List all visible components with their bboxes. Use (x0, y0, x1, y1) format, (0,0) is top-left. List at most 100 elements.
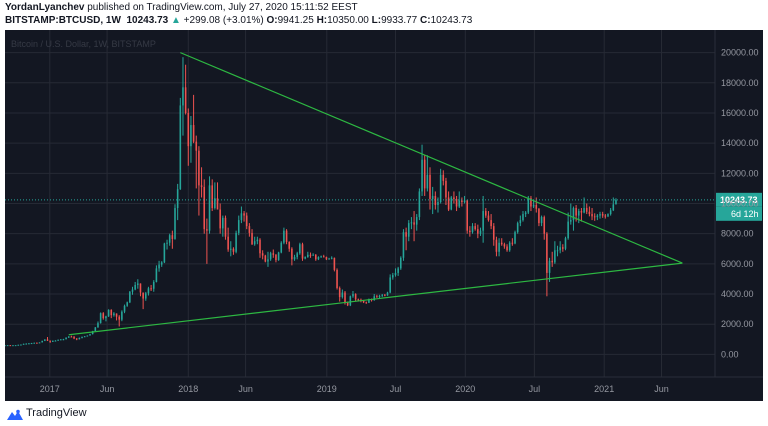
candle-body (352, 294, 354, 297)
candle-body (471, 226, 474, 233)
candle-body (527, 198, 530, 213)
candle-body (522, 214, 524, 221)
candle-body (211, 185, 213, 209)
candle-body (49, 340, 51, 342)
candle-body (81, 336, 83, 338)
price-label: 10243.73 (720, 195, 758, 205)
y-tick-label: 12000.00 (721, 168, 759, 178)
candle-body (378, 295, 381, 298)
publish-info: published on TradingView.com, July 27, 2… (84, 2, 358, 13)
candle-body (503, 244, 506, 247)
y-axis[interactable]: 0.00 2000.00 4000.00 6000.00 8000.00 10000.00… (714, 30, 759, 377)
candle-body (206, 229, 208, 231)
price-change: +299.08 (+3.01%) (183, 15, 264, 26)
candle-body (466, 200, 468, 231)
candle-body (102, 313, 105, 319)
candle-body (399, 257, 402, 269)
candle-body (272, 253, 275, 255)
candle-body (344, 292, 346, 303)
candle-body (283, 230, 285, 243)
candle-body (301, 244, 304, 259)
candle-body (583, 208, 585, 213)
chart-area[interactable]: 10243.73 6d 12h 0.00 2000.00 4000.00 6000.00… (4, 30, 763, 401)
candle-body (415, 217, 418, 225)
candle-body (229, 248, 232, 250)
candle-body (492, 226, 495, 240)
candle-body (73, 336, 75, 339)
candle-body (22, 343, 25, 345)
candle-body (349, 296, 352, 306)
candle-body (99, 313, 102, 324)
x-axis[interactable]: 2017 Jun 2018 Jun 2019 Jul 2020 Jul 2021 Jun (5, 376, 763, 394)
x-tick-label: Jun (238, 384, 253, 394)
candle-body (599, 214, 601, 216)
candle-body (338, 287, 341, 298)
candle-body (224, 217, 227, 237)
candle-body (288, 241, 291, 249)
footer: TradingView (0, 401, 768, 426)
candle-body (259, 239, 261, 254)
candle-body (431, 195, 434, 199)
trendlines[interactable] (68, 52, 683, 336)
candle-body (46, 339, 49, 341)
candle-body (240, 213, 243, 221)
candle-body (33, 342, 36, 344)
candle-body (52, 340, 54, 342)
brand-name[interactable]: TradingView (26, 407, 87, 419)
candle-body (214, 198, 216, 209)
candle-body (137, 283, 139, 285)
candle-body (567, 221, 569, 239)
candle-body (89, 334, 91, 336)
countdown-label: 6d 12h (731, 209, 759, 219)
candle-body (304, 257, 306, 259)
candle-body (78, 337, 81, 340)
candle-body (115, 313, 118, 317)
candle-body (160, 262, 163, 265)
up-triangle-icon: ▲ (170, 15, 181, 26)
candle-body (439, 174, 442, 202)
candle-body (168, 235, 171, 243)
candle-body (484, 211, 487, 216)
candle-body (524, 212, 527, 215)
high-value: 10350.00 (327, 15, 369, 26)
candle-body (490, 220, 492, 227)
candle-body (86, 335, 89, 337)
candle-body (200, 185, 203, 187)
candle-body (256, 239, 259, 242)
candle-body (91, 330, 94, 335)
candle-body (17, 344, 20, 346)
candle-body (155, 268, 158, 282)
tradingview-logo-icon[interactable] (6, 409, 24, 421)
x-tick-label: Jul (390, 384, 402, 394)
candle-body (107, 309, 110, 317)
candle-body (405, 232, 407, 237)
candle-body (203, 186, 206, 230)
candle-body (477, 229, 479, 234)
candle-body (147, 288, 150, 294)
candle-body (402, 232, 405, 258)
candle-body (314, 254, 317, 260)
candle-body (479, 230, 482, 234)
low-value: 9933.77 (381, 15, 418, 26)
candle-body (269, 253, 272, 260)
x-tick-label: Jun (100, 384, 115, 394)
candle-body (245, 215, 248, 227)
price-chart[interactable]: 10243.73 6d 12h 0.00 2000.00 4000.00 6000.00… (4, 30, 763, 401)
publisher-name[interactable]: YordanLyanchev (5, 2, 85, 13)
candle-body (309, 254, 312, 256)
candle-body (607, 214, 609, 217)
candle-body (612, 204, 615, 211)
candle-body (376, 296, 378, 298)
candle-body (179, 105, 182, 190)
candle-body (232, 248, 235, 252)
candle-body (500, 242, 503, 245)
x-tick-label: 2020 (455, 384, 475, 394)
candle-body (407, 223, 410, 237)
candle-body (437, 201, 439, 206)
y-tick-label: 0.00 (721, 349, 739, 359)
candle-body (139, 283, 142, 293)
symbol-ohlc-line: BITSTAMP:BTCUSD, 1W 10243.73 ▲ +299.08 (… (5, 15, 472, 26)
candle-body (144, 293, 147, 299)
high-label: H: (316, 15, 328, 26)
candle-body (118, 316, 121, 320)
